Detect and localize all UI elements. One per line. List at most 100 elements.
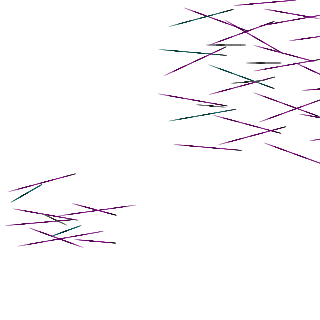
Polygon shape <box>264 21 274 25</box>
Polygon shape <box>168 96 182 98</box>
Polygon shape <box>197 58 201 60</box>
Polygon shape <box>58 236 75 239</box>
Polygon shape <box>24 211 37 213</box>
Polygon shape <box>20 192 28 197</box>
Polygon shape <box>300 37 312 39</box>
Polygon shape <box>232 24 241 29</box>
Polygon shape <box>311 116 320 118</box>
Polygon shape <box>203 105 209 106</box>
Polygon shape <box>186 21 188 22</box>
Polygon shape <box>319 88 320 89</box>
Polygon shape <box>50 218 57 220</box>
Polygon shape <box>294 18 305 20</box>
Polygon shape <box>94 209 107 213</box>
Polygon shape <box>47 215 61 217</box>
Polygon shape <box>280 12 285 13</box>
Polygon shape <box>25 184 38 188</box>
Polygon shape <box>195 12 202 14</box>
Polygon shape <box>44 233 51 236</box>
Polygon shape <box>244 4 256 5</box>
Polygon shape <box>218 37 230 42</box>
Polygon shape <box>34 242 43 244</box>
Polygon shape <box>280 148 284 150</box>
Polygon shape <box>39 232 47 234</box>
Polygon shape <box>46 215 57 216</box>
Polygon shape <box>291 108 298 111</box>
Polygon shape <box>72 204 85 207</box>
Polygon shape <box>291 55 303 59</box>
Polygon shape <box>289 107 301 111</box>
Polygon shape <box>309 69 311 70</box>
Polygon shape <box>186 99 199 101</box>
Polygon shape <box>190 100 204 102</box>
Polygon shape <box>259 83 269 87</box>
Polygon shape <box>88 208 95 210</box>
Polygon shape <box>228 22 240 28</box>
Polygon shape <box>214 47 226 52</box>
Polygon shape <box>262 84 269 87</box>
Polygon shape <box>295 38 306 40</box>
Polygon shape <box>63 174 76 177</box>
Polygon shape <box>110 213 112 214</box>
Polygon shape <box>203 113 214 115</box>
Polygon shape <box>49 239 61 241</box>
Polygon shape <box>318 88 320 89</box>
Polygon shape <box>271 127 285 131</box>
Polygon shape <box>35 230 46 234</box>
Polygon shape <box>31 212 44 214</box>
Polygon shape <box>64 241 68 242</box>
Polygon shape <box>270 50 282 53</box>
Polygon shape <box>49 177 64 181</box>
Polygon shape <box>84 240 95 241</box>
Polygon shape <box>169 96 183 98</box>
Polygon shape <box>226 71 229 72</box>
Polygon shape <box>265 22 274 25</box>
Polygon shape <box>49 238 64 241</box>
Polygon shape <box>67 235 81 238</box>
Polygon shape <box>108 213 110 214</box>
Polygon shape <box>225 11 229 12</box>
Polygon shape <box>75 240 86 241</box>
Polygon shape <box>302 16 307 17</box>
Polygon shape <box>279 128 283 129</box>
Polygon shape <box>75 212 89 214</box>
Polygon shape <box>116 207 124 208</box>
Polygon shape <box>260 47 271 50</box>
Polygon shape <box>206 113 217 115</box>
Polygon shape <box>86 207 94 209</box>
Polygon shape <box>215 19 222 22</box>
Polygon shape <box>63 213 77 215</box>
Polygon shape <box>318 162 320 164</box>
Polygon shape <box>260 95 272 99</box>
Polygon shape <box>276 111 289 116</box>
Polygon shape <box>244 31 247 32</box>
Polygon shape <box>95 210 105 211</box>
Polygon shape <box>217 20 228 24</box>
Polygon shape <box>39 221 52 223</box>
Polygon shape <box>317 138 320 140</box>
Polygon shape <box>273 131 276 132</box>
Polygon shape <box>177 118 187 120</box>
Polygon shape <box>271 127 285 131</box>
Polygon shape <box>41 213 50 217</box>
Polygon shape <box>276 147 281 149</box>
Polygon shape <box>284 12 298 15</box>
Polygon shape <box>268 68 271 69</box>
Polygon shape <box>63 231 66 232</box>
Polygon shape <box>220 10 232 13</box>
Polygon shape <box>269 49 275 51</box>
Polygon shape <box>47 235 60 239</box>
Polygon shape <box>285 54 297 57</box>
Polygon shape <box>182 61 196 68</box>
Polygon shape <box>266 129 279 133</box>
Polygon shape <box>270 66 281 68</box>
Polygon shape <box>185 21 189 22</box>
Polygon shape <box>198 13 206 16</box>
Polygon shape <box>59 232 64 234</box>
Polygon shape <box>50 217 54 219</box>
Polygon shape <box>251 125 264 129</box>
Polygon shape <box>253 126 269 130</box>
Polygon shape <box>43 214 52 218</box>
Polygon shape <box>26 211 33 212</box>
Polygon shape <box>222 36 233 40</box>
